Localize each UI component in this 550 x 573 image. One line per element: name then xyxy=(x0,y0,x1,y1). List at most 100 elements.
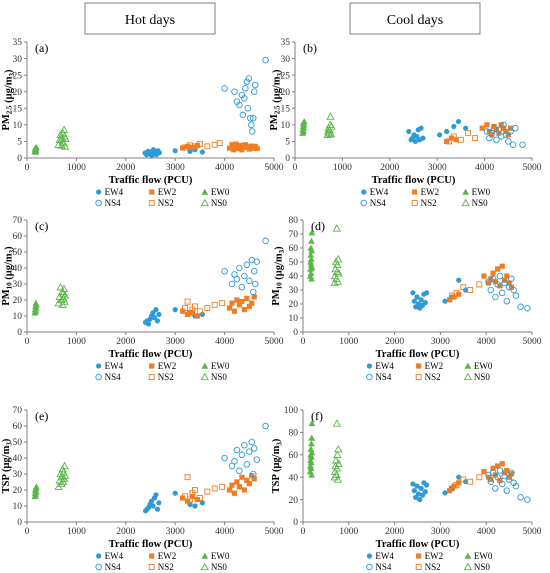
data-point-ew2 xyxy=(508,471,514,477)
data-point-ew4 xyxy=(410,481,416,487)
series-ns4 xyxy=(485,272,531,312)
y-tick-label: 80 xyxy=(289,216,299,226)
data-point-ns4 xyxy=(493,136,500,144)
data-point-ew4 xyxy=(456,474,462,480)
data-point-ns2 xyxy=(196,141,203,148)
series-ns2 xyxy=(448,474,483,492)
data-point-ew2 xyxy=(246,146,252,152)
legend-marker-ew0 xyxy=(464,362,472,369)
data-point-ns0 xyxy=(332,463,342,472)
legend-label-ns4: NS4 xyxy=(105,198,122,208)
data-point-ns4 xyxy=(517,303,524,311)
data-point-ns4 xyxy=(236,264,243,272)
legend-label-ns4: NS4 xyxy=(105,372,122,382)
data-point-ew2 xyxy=(236,302,243,308)
data-point-ns0 xyxy=(333,277,342,285)
data-point-ew2 xyxy=(496,130,502,136)
legend: EW4 EW2 EW0 NS4 NS2 NS0 xyxy=(95,361,230,382)
y-tick-label: 30 xyxy=(13,470,23,480)
y-axis-label-main: PM xyxy=(269,114,280,130)
data-point-ew4 xyxy=(154,318,161,324)
series-ns4 xyxy=(221,237,269,296)
data-point-ns0 xyxy=(60,461,69,470)
x-tick-label: 0 xyxy=(25,527,30,537)
data-point-ew0 xyxy=(308,471,315,478)
data-point-ns4 xyxy=(250,445,258,452)
data-point-ns4 xyxy=(228,280,236,288)
y-axis-label-close: ) xyxy=(272,69,283,73)
data-point-ew0 xyxy=(308,449,316,456)
legend-label-ew2: EW2 xyxy=(158,361,177,371)
data-point-ns2 xyxy=(467,478,474,485)
data-point-ew0 xyxy=(307,445,315,452)
y-tick-label: 60 xyxy=(289,451,299,461)
data-point-ew2 xyxy=(244,295,250,301)
data-point-ew4 xyxy=(422,489,428,495)
data-point-ew2 xyxy=(481,273,487,279)
data-point-ew2 xyxy=(236,484,243,490)
data-point-ns4 xyxy=(496,467,504,474)
x-axis-label: Traffic flow (PCU) xyxy=(372,175,456,186)
series-ew0 xyxy=(31,483,40,500)
legend-marker-ns0 xyxy=(461,198,470,207)
x-tick-label: 4000 xyxy=(215,337,234,347)
data-point-ew2 xyxy=(504,273,510,279)
data-point-ew0 xyxy=(32,307,40,314)
x-tick-label: 0 xyxy=(301,527,306,537)
data-point-ew0 xyxy=(307,459,315,466)
data-point-ns2 xyxy=(192,487,198,493)
y-axis-label: PM10 (μg/m3) xyxy=(271,246,286,306)
y-axis-label-unit: (μg/m xyxy=(271,445,282,474)
data-point-ew4 xyxy=(444,128,450,135)
data-point-ns0 xyxy=(326,129,336,138)
data-point-ns4 xyxy=(495,126,503,134)
data-point-ew0 xyxy=(307,251,315,258)
data-point-ew4 xyxy=(192,503,198,509)
series-ew4 xyxy=(142,307,205,327)
data-point-ns2 xyxy=(453,482,460,488)
y-axis-label-unit: (μg/m xyxy=(4,76,15,105)
y-tick-label: 35 xyxy=(281,38,291,48)
x-tick-label: 1000 xyxy=(67,163,86,173)
series-ns0 xyxy=(54,125,70,150)
y-tick-label: 40 xyxy=(289,473,299,483)
data-point-ew4 xyxy=(422,300,428,306)
y-axis-label-close: ) xyxy=(1,438,12,442)
data-point-ew2 xyxy=(246,303,252,309)
data-point-ns4 xyxy=(248,121,255,129)
data-point-ew2 xyxy=(490,270,496,276)
series-ew4 xyxy=(142,147,205,158)
data-point-ns0 xyxy=(61,134,70,142)
data-point-ew4 xyxy=(456,277,462,283)
data-point-ew4 xyxy=(418,297,424,303)
series-ew4 xyxy=(142,490,205,514)
x-tick-label: 5000 xyxy=(265,527,284,537)
legend-label-ns2: NS2 xyxy=(158,372,174,382)
legend-label-ew2: EW2 xyxy=(425,551,444,561)
y-tick-label: 10 xyxy=(13,312,23,322)
y-tick-label: 0 xyxy=(17,518,22,528)
legend-marker-ew2 xyxy=(149,363,155,369)
y-axis-label-close: ) xyxy=(271,438,282,442)
legend-marker-ns4 xyxy=(95,373,102,381)
data-point-ns4 xyxy=(221,267,228,275)
legend: EW4 EW2 EW0 NS4 NS2 NS0 xyxy=(360,187,491,208)
data-point-ew0 xyxy=(300,124,308,131)
panel-label: (f) xyxy=(311,409,323,423)
header-hot-days: Hot days xyxy=(84,2,216,35)
data-point-ns2 xyxy=(450,133,457,140)
y-tick-label: 40 xyxy=(13,454,23,464)
data-point-ns4 xyxy=(524,496,531,503)
data-point-ew2 xyxy=(231,490,238,496)
data-point-ns2 xyxy=(196,495,203,501)
data-point-ns4 xyxy=(492,485,499,492)
data-point-ew4 xyxy=(436,132,443,138)
data-point-ns0 xyxy=(330,472,339,481)
data-point-ew4 xyxy=(424,482,430,488)
series-ns0 xyxy=(330,224,343,287)
legend-marker-ew0 xyxy=(201,552,209,559)
legend-marker-ew4 xyxy=(366,553,373,559)
legend-marker-ew4 xyxy=(96,189,102,195)
data-point-ew0 xyxy=(32,491,40,498)
legend-marker-ns0 xyxy=(200,372,210,381)
